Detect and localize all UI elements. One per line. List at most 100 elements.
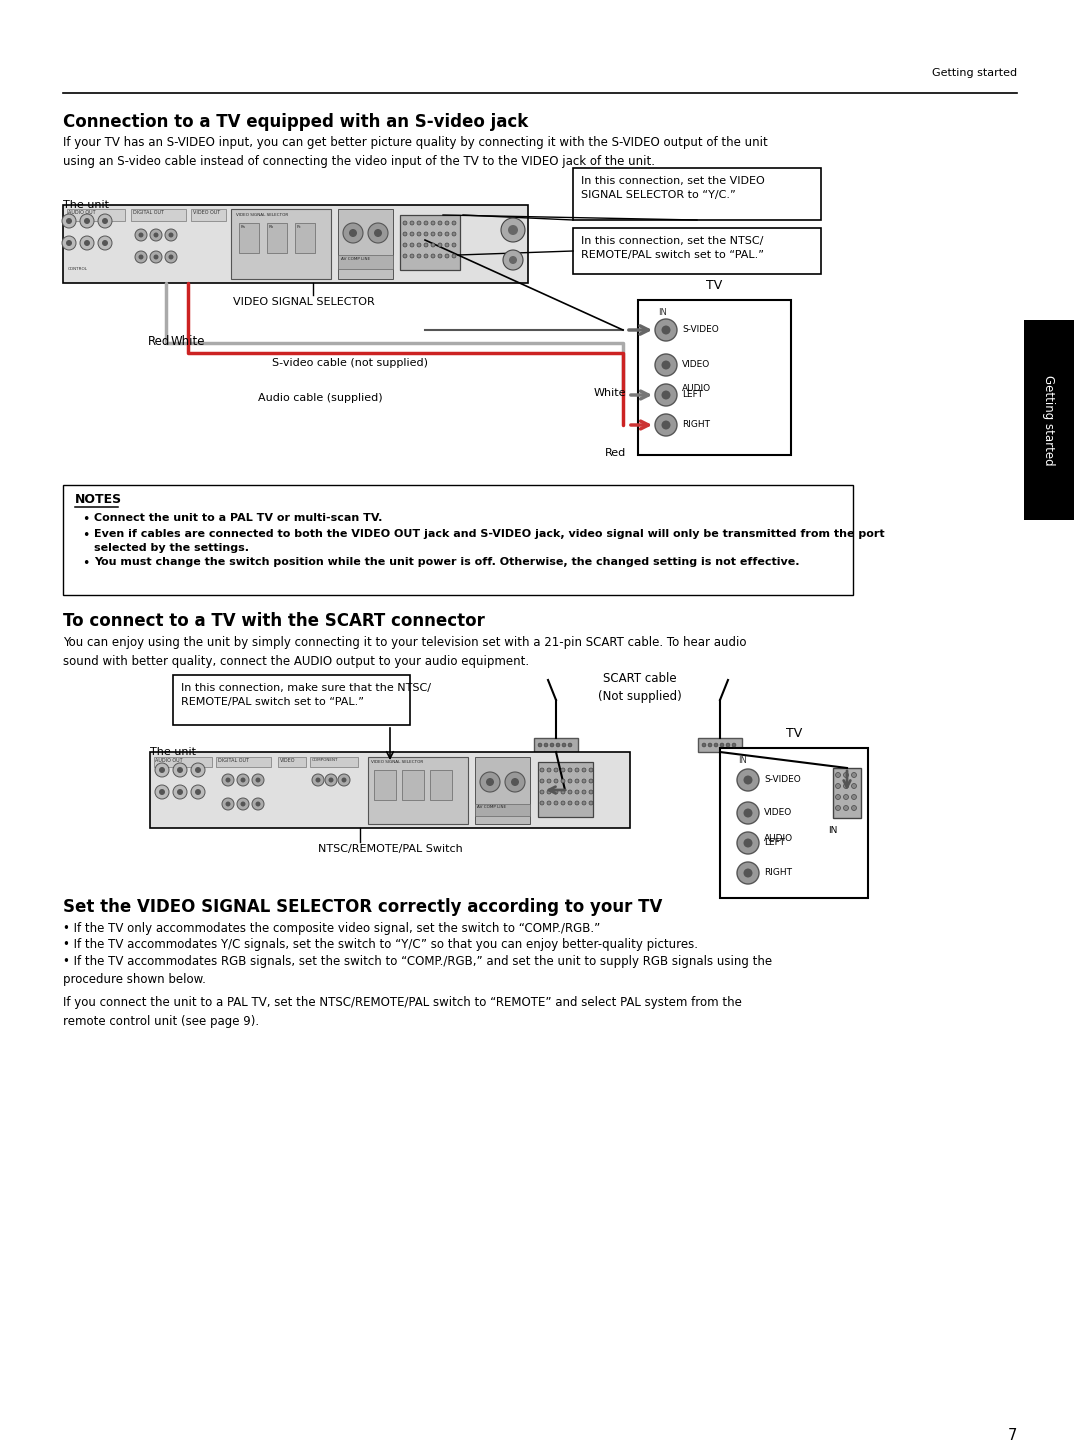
Circle shape — [424, 233, 428, 236]
Text: You must change the switch position while the unit power is off. Otherwise, the : You must change the switch position whil… — [94, 557, 799, 567]
Circle shape — [173, 763, 187, 776]
Circle shape — [431, 254, 435, 257]
Circle shape — [135, 252, 147, 263]
Text: IN: IN — [828, 826, 837, 835]
Text: LEFT: LEFT — [764, 838, 785, 848]
FancyBboxPatch shape — [475, 758, 530, 824]
Circle shape — [550, 743, 554, 747]
Circle shape — [226, 801, 230, 807]
Circle shape — [836, 772, 840, 778]
Circle shape — [561, 768, 565, 772]
Text: Red: Red — [148, 334, 171, 348]
Circle shape — [540, 790, 544, 794]
Circle shape — [438, 254, 442, 257]
Circle shape — [445, 221, 449, 225]
Circle shape — [546, 779, 551, 784]
Circle shape — [851, 794, 856, 800]
Text: Connection to a TV equipped with an S-video jack: Connection to a TV equipped with an S-vi… — [63, 113, 528, 131]
Text: You can enjoy using the unit by simply connecting it to your television set with: You can enjoy using the unit by simply c… — [63, 635, 746, 667]
Text: SCART cable
(Not supplied): SCART cable (Not supplied) — [598, 672, 681, 702]
Circle shape — [732, 743, 735, 747]
Circle shape — [582, 768, 586, 772]
Text: •: • — [82, 529, 90, 542]
Circle shape — [501, 218, 525, 241]
Text: AUDIO OUT: AUDIO OUT — [156, 758, 183, 763]
Circle shape — [743, 775, 753, 785]
Circle shape — [546, 790, 551, 794]
Text: RIGHT: RIGHT — [681, 420, 710, 429]
Circle shape — [438, 221, 442, 225]
Circle shape — [341, 778, 347, 782]
Text: •: • — [82, 513, 90, 526]
Circle shape — [654, 318, 677, 342]
Circle shape — [156, 763, 168, 776]
Circle shape — [544, 743, 548, 747]
FancyBboxPatch shape — [173, 675, 410, 726]
Circle shape — [159, 768, 165, 774]
Circle shape — [66, 240, 72, 246]
Text: • If the TV accommodates Y/C signals, set the switch to “Y/C” so that you can en: • If the TV accommodates Y/C signals, se… — [63, 938, 698, 951]
Text: VIDEO SIGNAL SELECTOR: VIDEO SIGNAL SELECTOR — [233, 297, 375, 307]
Text: Pb: Pb — [269, 225, 274, 228]
Circle shape — [338, 774, 350, 787]
Circle shape — [226, 778, 230, 782]
Text: 7: 7 — [1008, 1428, 1017, 1442]
Circle shape — [568, 790, 572, 794]
Circle shape — [241, 801, 245, 807]
Circle shape — [568, 779, 572, 784]
Circle shape — [165, 252, 177, 263]
Text: S-VIDEO: S-VIDEO — [764, 775, 800, 784]
Circle shape — [368, 222, 388, 243]
Circle shape — [135, 228, 147, 241]
Text: In this connection, make sure that the NTSC/
REMOTE/PAL switch set to “PAL.”: In this connection, make sure that the N… — [181, 683, 431, 707]
Text: Red: Red — [605, 448, 626, 458]
Text: DIGITAL OUT: DIGITAL OUT — [133, 209, 164, 215]
Text: Getting started: Getting started — [1042, 375, 1055, 465]
Circle shape — [417, 254, 421, 257]
Circle shape — [195, 790, 201, 795]
Circle shape — [546, 801, 551, 806]
Circle shape — [568, 768, 572, 772]
Text: The unit: The unit — [150, 747, 195, 758]
Text: VIDEO SIGNAL SELECTOR: VIDEO SIGNAL SELECTOR — [237, 212, 288, 217]
Text: If you connect the unit to a PAL TV, set the NTSC/REMOTE/PAL switch to “REMOTE” : If you connect the unit to a PAL TV, set… — [63, 996, 742, 1028]
FancyBboxPatch shape — [374, 771, 396, 800]
Circle shape — [168, 233, 174, 237]
Text: In this connection, set the VIDEO
SIGNAL SELECTOR to “Y/C.”: In this connection, set the VIDEO SIGNAL… — [581, 176, 765, 201]
Circle shape — [737, 862, 759, 884]
FancyBboxPatch shape — [402, 771, 424, 800]
Circle shape — [575, 779, 579, 784]
FancyBboxPatch shape — [430, 771, 453, 800]
Circle shape — [312, 774, 324, 787]
FancyBboxPatch shape — [216, 758, 271, 768]
Text: IN: IN — [658, 308, 666, 317]
Circle shape — [540, 768, 544, 772]
Circle shape — [582, 790, 586, 794]
Circle shape — [568, 743, 572, 747]
Circle shape — [417, 221, 421, 225]
Text: S-VIDEO: S-VIDEO — [681, 326, 719, 334]
Circle shape — [410, 233, 414, 236]
Text: The unit: The unit — [63, 201, 109, 209]
Circle shape — [511, 778, 519, 787]
Circle shape — [237, 798, 249, 810]
Circle shape — [554, 790, 558, 794]
FancyBboxPatch shape — [534, 739, 578, 752]
Circle shape — [661, 391, 671, 400]
Circle shape — [80, 214, 94, 228]
Circle shape — [445, 254, 449, 257]
Circle shape — [843, 806, 849, 810]
Circle shape — [403, 254, 407, 257]
Circle shape — [589, 779, 593, 784]
Circle shape — [561, 779, 565, 784]
Circle shape — [102, 240, 108, 246]
Circle shape — [66, 218, 72, 224]
Text: VIDEO OUT: VIDEO OUT — [193, 209, 220, 215]
Text: VIDEO: VIDEO — [681, 361, 711, 369]
Circle shape — [256, 801, 260, 807]
Text: Pa: Pa — [241, 225, 246, 228]
Text: AUDIO OUT: AUDIO OUT — [68, 209, 96, 215]
Circle shape — [737, 769, 759, 791]
Circle shape — [153, 254, 159, 259]
Circle shape — [343, 222, 363, 243]
